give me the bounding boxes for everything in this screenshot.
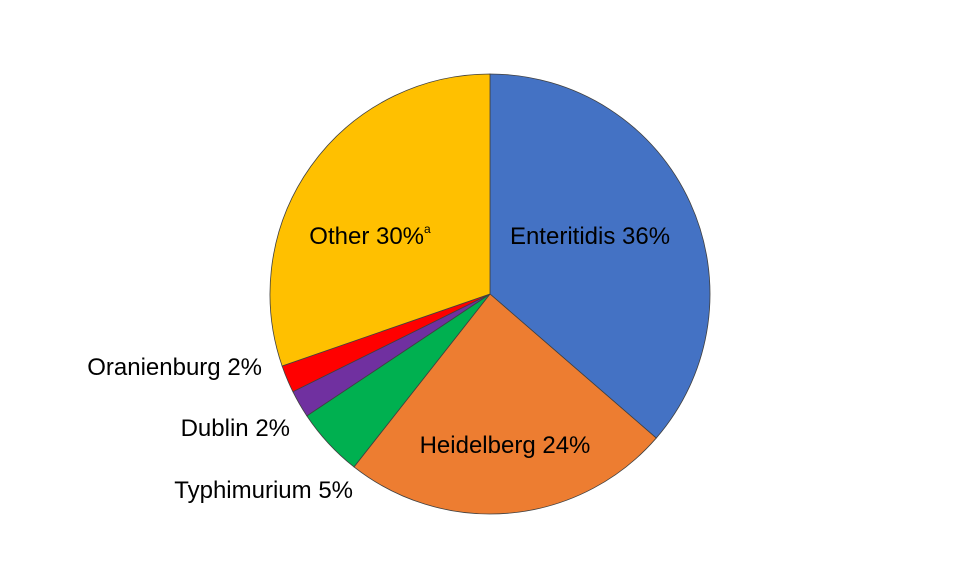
value-label: 2% xyxy=(227,354,262,381)
slice-label: Heidelberg 24% xyxy=(420,432,591,459)
value-label: 2% xyxy=(255,415,290,442)
category-name: Heidelberg xyxy=(420,432,536,459)
value-label: 36% xyxy=(622,223,670,250)
category-name: Oranienburg xyxy=(87,354,220,381)
category-name: Typhimurium xyxy=(174,477,311,504)
footnote-mark: a xyxy=(424,222,431,236)
category-name: Enteritidis xyxy=(510,223,615,250)
pie-slice xyxy=(353,293,657,515)
value-label: 30% xyxy=(376,223,424,250)
value-label: 5% xyxy=(318,477,353,504)
slice-label: Oranienburg 2% xyxy=(87,354,262,381)
pie-slice xyxy=(489,73,711,439)
slice-label: Other 30%a xyxy=(309,222,431,250)
category-name: Other xyxy=(309,223,369,250)
pie-slice xyxy=(269,73,491,367)
slice-label: Typhimurium 5% xyxy=(174,477,353,504)
category-name: Dublin xyxy=(181,415,249,442)
slice-label: Enteritidis 36% xyxy=(510,223,670,250)
value-label: 24% xyxy=(542,432,590,459)
slice-label: Dublin 2% xyxy=(181,415,290,442)
